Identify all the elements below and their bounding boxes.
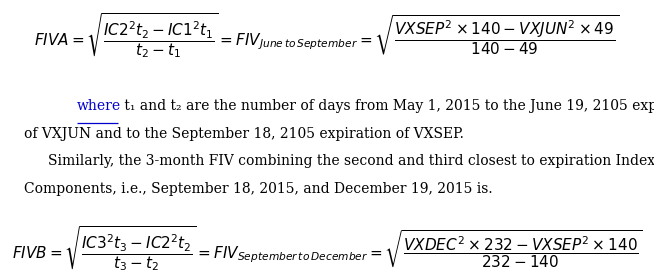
Text: $\mathit{FIVB} = \sqrt{\dfrac{\mathit{IC3}^2 t_3 - \mathit{IC2}^2 t_2}{t_3 - t_2: $\mathit{FIVB} = \sqrt{\dfrac{\mathit{IC…	[12, 224, 642, 273]
Text: $\mathit{FIVA} = \sqrt{\dfrac{\mathit{IC2}^2 t_2 - \mathit{IC1}^2 t_1}{t_2 - t_1: $\mathit{FIVA} = \sqrt{\dfrac{\mathit{IC…	[35, 12, 619, 60]
Text: where: where	[77, 99, 121, 113]
Text: Similarly, the 3-month FIV combining the second and third closest to expiration : Similarly, the 3-month FIV combining the…	[48, 155, 654, 168]
Text: Components, i.e., September 18, 2015, and December 19, 2015 is.: Components, i.e., September 18, 2015, an…	[24, 182, 492, 196]
Text: t₁ and t₂ are the number of days from May 1, 2015 to the June 19, 2105 expiratio: t₁ and t₂ are the number of days from Ma…	[120, 99, 654, 113]
Text: of VXJUN and to the September 18, 2105 expiration of VXSEP.: of VXJUN and to the September 18, 2105 e…	[24, 127, 464, 141]
